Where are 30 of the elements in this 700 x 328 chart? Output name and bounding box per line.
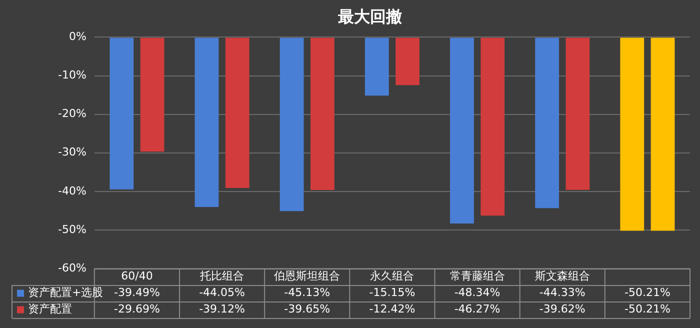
y-tick-label: -20% [58, 107, 86, 120]
legend-label: 资产配置+选股 [28, 286, 104, 300]
data-label: -48.34% [454, 286, 500, 300]
data-label: -12.42% [369, 302, 416, 316]
data-label: -15.15% [369, 286, 416, 300]
y-tick-label: -60% [58, 261, 86, 274]
data-label: -29.69% [114, 302, 160, 316]
data-label: -46.27% [454, 302, 500, 316]
data-label: -50.21% [624, 302, 670, 316]
x-tick-label: 斯文森组合 [534, 270, 590, 283]
x-tick-label: 60/40 [121, 270, 153, 283]
x-tick-label: 托比组合 [199, 270, 244, 283]
y-tick-label: 0% [68, 30, 86, 44]
y-tick-label: -50% [58, 222, 86, 236]
x-tick-label: 永久组合 [370, 270, 414, 283]
x-tick-label: 常青藤组合 [450, 270, 505, 283]
data-label: -44.05% [199, 286, 246, 300]
data-label: -39.49% [114, 286, 160, 300]
y-tick-label: -10% [58, 68, 86, 82]
data-label: -44.33% [539, 286, 586, 300]
data-label: -39.12% [199, 302, 246, 316]
data-label: -39.62% [539, 302, 586, 316]
data-label: -45.13% [284, 286, 330, 300]
y-tick-label: -30% [58, 146, 86, 159]
y-tick-label: -40% [58, 184, 86, 198]
data-label: -39.65% [284, 302, 330, 316]
data-label: -50.21% [624, 286, 670, 300]
x-tick-label: 伯恩斯坦组合 [274, 270, 340, 283]
chart-title: 最大回撤 [337, 6, 402, 26]
legend-label: 资产配置 [28, 302, 72, 316]
